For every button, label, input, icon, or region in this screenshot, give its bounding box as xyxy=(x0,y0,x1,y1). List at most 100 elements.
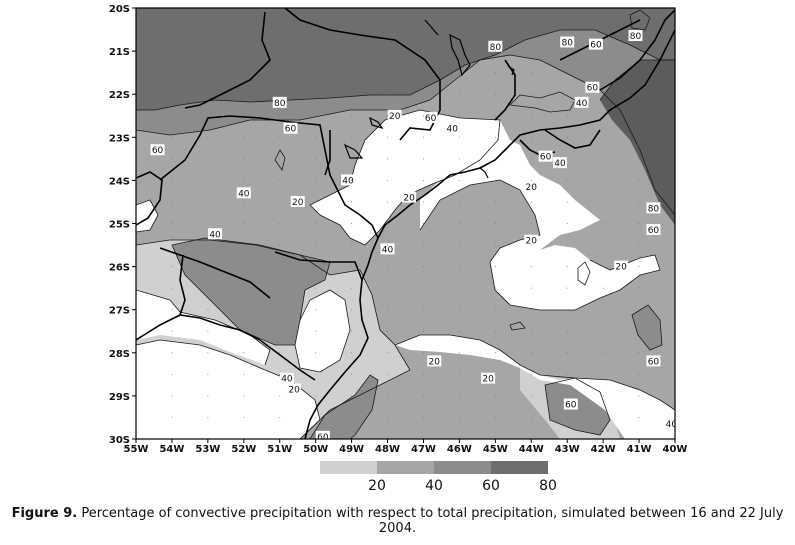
grid-dot xyxy=(315,158,317,160)
contour-label: 40 xyxy=(279,372,294,385)
contour-label-text: 40 xyxy=(576,99,588,109)
grid-dot xyxy=(494,287,496,289)
contour-label-bg xyxy=(402,191,417,203)
contour-label-text: 20 xyxy=(482,375,494,385)
lat-tick-label: 26S xyxy=(109,263,130,274)
contour-label: 60 xyxy=(150,144,165,156)
grid-dot xyxy=(638,158,640,160)
contour-label: 60 xyxy=(585,81,600,94)
grid-dot xyxy=(171,158,173,160)
grid-dot xyxy=(530,287,532,289)
grid-dot xyxy=(566,223,568,224)
grid-dot xyxy=(351,352,353,354)
grid-dot xyxy=(530,395,532,397)
grid-dot xyxy=(566,287,568,289)
legend-swatch xyxy=(434,461,491,474)
contour-label-bg xyxy=(287,383,302,395)
grid-dot xyxy=(530,29,532,31)
contour-label-text: 40 xyxy=(446,125,458,135)
contour-label: 80 xyxy=(488,40,503,53)
grid-dot xyxy=(422,244,424,246)
contour-label: 60 xyxy=(315,430,330,439)
grid-dot xyxy=(530,72,532,74)
lat-tick-label: 25S xyxy=(109,220,130,231)
grid-dot xyxy=(638,373,640,375)
grid-dot xyxy=(243,115,245,117)
grid-dot xyxy=(530,93,532,95)
grid-dot xyxy=(638,115,640,117)
contour-label-text: 60 xyxy=(648,357,660,367)
legend-swatch xyxy=(377,461,434,474)
grid-dot xyxy=(458,309,460,311)
grid-dot xyxy=(171,244,173,246)
grid-dot xyxy=(566,93,568,95)
contour-label-bg xyxy=(272,96,287,108)
grid-dot xyxy=(602,244,604,246)
grid-dot xyxy=(351,179,353,181)
lon-tick-label: 41W xyxy=(627,444,652,455)
grid-dot xyxy=(351,266,353,268)
grid-dot xyxy=(566,115,568,117)
contour-label: 40 xyxy=(236,187,251,199)
grid-dot xyxy=(315,72,317,74)
grid-dot xyxy=(243,50,245,52)
grid-dot xyxy=(530,201,532,203)
contour-fill-lt20-w xyxy=(136,200,158,232)
contour-label-bg xyxy=(380,243,395,255)
grid-dot xyxy=(171,352,173,354)
grid-dot xyxy=(351,287,353,289)
contour-label: 20 xyxy=(524,180,539,193)
contour-label-bg xyxy=(315,430,330,439)
grid-dot xyxy=(422,50,424,52)
grid-dot xyxy=(315,330,317,332)
contour-label-bg xyxy=(646,223,661,235)
contour-label-bg xyxy=(445,122,460,134)
grid-dot xyxy=(351,158,353,160)
grid-dot xyxy=(638,179,640,181)
grid-dot xyxy=(566,136,568,138)
contour-label-bg xyxy=(283,122,298,134)
grid-dot xyxy=(387,50,389,52)
grid-dot xyxy=(530,115,532,117)
grid-dot xyxy=(207,115,209,117)
grid-dot xyxy=(351,395,353,397)
grid-dot xyxy=(530,330,532,332)
grid-dot xyxy=(638,287,640,289)
grid-dot xyxy=(458,416,460,418)
grid-dot xyxy=(387,158,389,160)
grid-dot xyxy=(279,309,281,311)
contour-label-bg xyxy=(524,234,539,246)
grid-dot xyxy=(207,330,209,332)
contour-label: 40 xyxy=(341,174,356,186)
grid-dot xyxy=(351,115,353,117)
grid-dot xyxy=(566,309,568,311)
grid-dot xyxy=(279,223,281,224)
grid-dot xyxy=(638,93,640,95)
grid-dot xyxy=(530,179,532,181)
grid-dot xyxy=(279,158,281,160)
grid-dot xyxy=(458,330,460,332)
grid-dot xyxy=(458,223,460,224)
grid-dot xyxy=(171,266,173,268)
grid-dot xyxy=(351,330,353,332)
lat-tick-label: 27S xyxy=(109,306,130,317)
contour-label-text: 20 xyxy=(526,183,538,193)
grid-dot xyxy=(602,50,604,52)
contour-label-text: 60 xyxy=(425,114,437,124)
grid-dot xyxy=(315,201,317,203)
grid-dot xyxy=(279,136,281,138)
legend-label: 60 xyxy=(482,478,500,494)
contour-label-bg xyxy=(488,40,503,52)
lon-tick-label: 47W xyxy=(411,444,436,455)
contour-fill-lt20-sw xyxy=(136,290,270,365)
lat-tick-label: 23S xyxy=(109,133,130,144)
grid-dot xyxy=(458,50,460,52)
grid-dot xyxy=(279,179,281,181)
lon-axis: 55W 54W 53W 52W 51W 50W 49W 48W 47W 46W 45W 44W 43W 4… xyxy=(124,439,687,455)
contour-label-text: 60 xyxy=(152,146,164,156)
grid-dot xyxy=(494,158,496,160)
grid-dot xyxy=(243,373,245,375)
grid-dot xyxy=(315,93,317,95)
grid-dot xyxy=(171,201,173,203)
contour-label-text: 20 xyxy=(389,112,401,122)
